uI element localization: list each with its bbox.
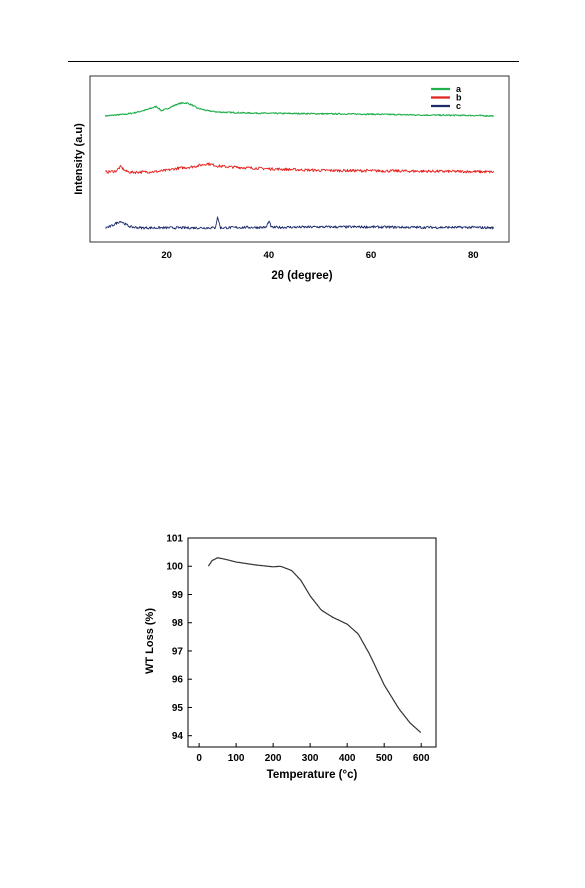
page-header-rule bbox=[68, 61, 519, 62]
xrd-x-tick-label: 40 bbox=[264, 250, 275, 261]
xrd-series-group bbox=[104, 101, 494, 230]
xrd-x-tick-label: 20 bbox=[161, 250, 172, 261]
xrd-series-b-line bbox=[105, 162, 494, 175]
xrd-plot-frame bbox=[89, 75, 510, 243]
xrd-legend: abc bbox=[431, 84, 462, 111]
tga-plot-frame bbox=[187, 537, 437, 748]
tga-chart: 0 100 200 300 400 500 600 94 95 96 97 98 99 100 101 Te… bbox=[144, 534, 437, 781]
xrd-x-tick-label: 60 bbox=[366, 250, 377, 261]
tga-axis-ticks: 0 100 200 300 400 500 600 94 95 96 97 98 99 100 101 bbox=[166, 534, 430, 765]
tga-x-tick-label: 100 bbox=[228, 753, 245, 764]
legend-label-b: b bbox=[456, 93, 462, 103]
tga-x-tick-label: 600 bbox=[413, 753, 430, 764]
tga-y-axis-label: WT Loss (%) bbox=[144, 608, 156, 674]
tga-y-tick-label: 99 bbox=[172, 590, 184, 601]
tga-y-tick-label: 95 bbox=[172, 703, 184, 714]
xrd-series-c-line bbox=[105, 216, 494, 230]
tga-x-tick-label: 300 bbox=[302, 753, 319, 764]
tga-y-tick-label: 96 bbox=[172, 675, 184, 686]
tga-weight-loss-line bbox=[207, 557, 422, 733]
xrd-chart: 20 40 60 80 2θ (degree) Intensity (a.u) abc bbox=[73, 75, 510, 282]
xrd-x-tick-labels: 20 40 60 80 bbox=[161, 250, 478, 261]
tga-x-tick-label: 200 bbox=[265, 753, 282, 764]
tga-x-tick-label: 400 bbox=[339, 753, 356, 764]
legend-label-c: c bbox=[456, 101, 461, 111]
tga-y-tick-label: 101 bbox=[166, 534, 183, 545]
xrd-y-axis-label: Intensity (a.u) bbox=[73, 123, 85, 195]
tga-x-tick-label: 500 bbox=[376, 753, 393, 764]
tga-y-tick-label: 100 bbox=[166, 562, 183, 573]
tga-y-tick-label: 94 bbox=[172, 731, 184, 742]
tga-series-group bbox=[207, 557, 422, 733]
xrd-x-tick-label: 80 bbox=[468, 250, 479, 261]
xrd-x-axis-label: 2θ (degree) bbox=[271, 270, 332, 282]
tga-x-tick-label: 0 bbox=[196, 753, 202, 764]
tga-y-tick-label: 98 bbox=[172, 618, 184, 629]
tga-x-axis-label: Temperature (°c) bbox=[267, 769, 358, 781]
legend-label-a: a bbox=[456, 84, 462, 94]
tga-y-tick-label: 97 bbox=[172, 646, 184, 657]
xrd-series-a-line bbox=[104, 101, 494, 118]
